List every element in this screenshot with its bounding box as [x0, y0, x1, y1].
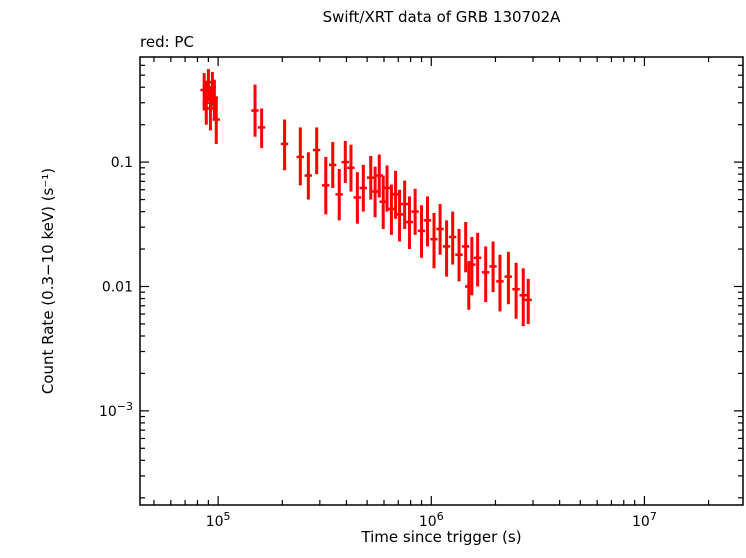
plot-frame	[139, 56, 744, 506]
chart-title: Swift/XRT data of GRB 130702A	[322, 8, 561, 26]
data-series-pc	[200, 69, 532, 327]
x-axis-label: Time since trigger (s)	[361, 528, 522, 546]
axis-ticks	[140, 57, 743, 505]
y-tick-label: 0.1	[111, 155, 133, 171]
y-tick-label: 0.01	[102, 279, 133, 295]
legend-mode-label: red: PC	[140, 33, 194, 51]
y-tick-label: 10−3	[99, 400, 133, 420]
x-tick-label: 106	[419, 510, 444, 530]
tick-labels: 105 106 107 0.1 0.01 10−3	[99, 155, 657, 530]
x-tick-label: 105	[206, 510, 231, 530]
x-tick-label: 107	[632, 510, 657, 530]
